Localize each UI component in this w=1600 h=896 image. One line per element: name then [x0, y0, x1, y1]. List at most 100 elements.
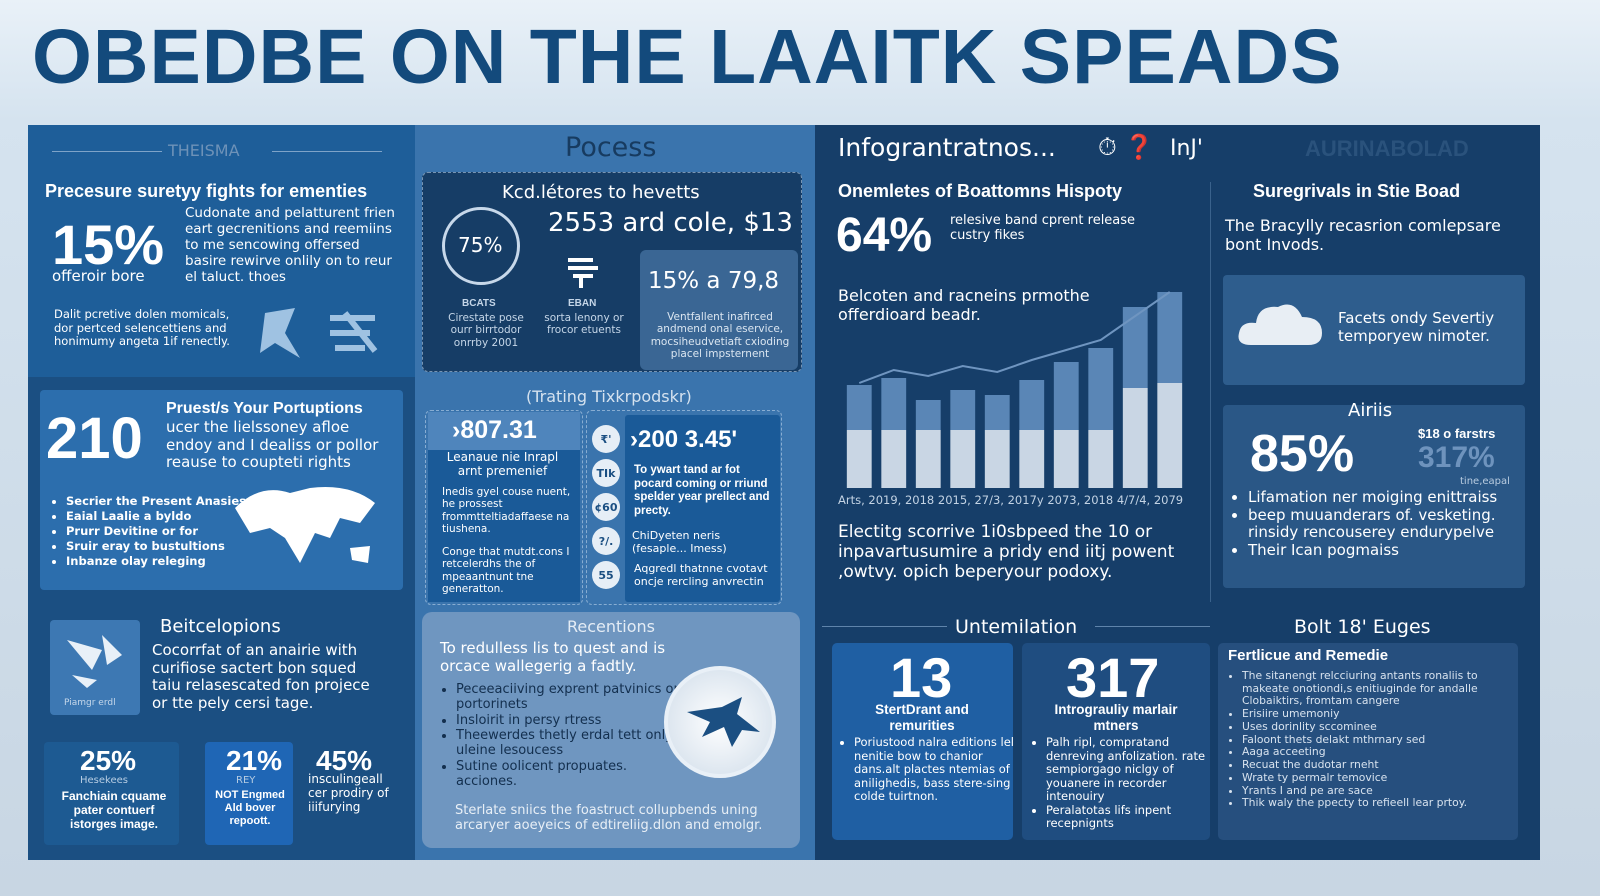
rule: [822, 626, 947, 627]
heading: Kcd.létores to hevetts: [502, 182, 700, 203]
bullet: Poriustood nalra editions lel nenitie bo…: [854, 735, 1022, 804]
stat-text: NOT Engmed Ald bover repoott.: [215, 789, 285, 827]
label: THEISMA: [168, 141, 240, 160]
stat-text: insculingeall cer prodiry of iiifurying: [308, 772, 389, 815]
bullet: Sruir eray to bustultions: [66, 539, 256, 554]
card: [832, 643, 1013, 840]
heading: Beitcelopions: [160, 616, 281, 637]
side-stat: 317%: [1418, 441, 1495, 474]
text: Cocorrfat of an anairie with curifiose s…: [152, 641, 370, 713]
title: OBEDBE ON THE LAAITK SPEADS: [32, 14, 1343, 100]
stat: 317: [1066, 646, 1160, 709]
bar: [1019, 430, 1045, 488]
bullets: Lifamation ner moiging enittraissbeep mu…: [1234, 488, 1538, 560]
text: Belcoten and racneins prmothe offerdioar…: [838, 286, 1090, 324]
stat: 25%: [80, 745, 137, 776]
bar: [1053, 362, 1079, 430]
heading: Precesure suretyy fights for ementies: [45, 181, 368, 201]
x-axis: Arts, 2019, 2018 2015, 27/3, 2017y 2073,…: [838, 493, 1184, 507]
rule: [1095, 626, 1210, 627]
stat-label: Hesekees: [80, 775, 128, 786]
heading: Fertlicue and Remedie: [1228, 647, 1389, 664]
bullet: Their Ican pogmaiss: [1248, 541, 1538, 560]
header-icons: ⏱ ❓: [1098, 133, 1155, 161]
text: Facets ondy Severtiy temporyew nimoter.: [1338, 309, 1495, 345]
rule: [52, 151, 162, 152]
stat-box: [205, 742, 293, 845]
bullet: Peralatotas lifs inpent recepnignts: [1046, 803, 1218, 831]
bullet: Wrate ty permalr temovice: [1242, 771, 1527, 785]
stat-label: REY: [236, 775, 256, 786]
bullet: Peceeaciiving exprent patvinics orl port…: [456, 682, 686, 713]
icon: [568, 258, 598, 288]
side-value: $18 o farstrs: [1418, 426, 1496, 441]
bullet: Secrier the Present Anasies: [66, 494, 256, 509]
box: [586, 410, 782, 605]
heading: StertDrant and remurities: [875, 702, 969, 733]
text: ChiDyeten neris (fesaple... Imess): [632, 529, 727, 555]
bullet: Theewerdes thetly erdal tett only uleine…: [456, 728, 686, 759]
heading: Onemletes of Boattomns Hispoty: [838, 181, 1123, 201]
cloud: [1238, 304, 1322, 345]
figure: 15% a 79,8: [648, 268, 780, 294]
bullet: Palh ripl, compratand denreving anfoliza…: [1046, 735, 1218, 804]
stat-box: [44, 742, 179, 845]
bar: [846, 385, 872, 430]
plane: [687, 697, 760, 747]
text: sorta lenony or frocor etuents: [544, 312, 624, 337]
bullet: Yrants I and pe are sace: [1242, 784, 1527, 798]
note: Dalit pcretive dolen momicals, dor pertc…: [54, 307, 230, 349]
header-tail: InJ': [1170, 136, 1203, 161]
bar: [1088, 430, 1114, 488]
heading: (Trating Tixkrpodskr): [526, 387, 692, 406]
text: The Bracylly recasrion comlepsare bont I…: [1225, 216, 1501, 254]
text: Ventfallent inafirced andmend onal eserv…: [650, 311, 790, 361]
bar: [1088, 348, 1114, 430]
figure: ›807.31: [452, 416, 537, 444]
bullet: Thik waly the ppecty to refieell lear pr…: [1242, 797, 1527, 810]
bar: [846, 430, 872, 488]
side-caption: tine,eapal: [1460, 476, 1510, 487]
text: Inedis gyel couse nuent, he prossest fro…: [442, 486, 571, 536]
bullet: Lifamation ner moiging enittraiss: [1248, 488, 1538, 507]
stat: 45%: [316, 745, 373, 776]
text: Aqgredl thatnne cvotavt oncje rercling a…: [634, 562, 768, 588]
bar-chart: [846, 291, 1183, 488]
bullet: Aaga acceeting: [1242, 746, 1527, 759]
bullet: Inbanze olay releging: [66, 554, 256, 569]
bar: [1053, 430, 1079, 488]
icon-badge: TIk: [592, 459, 620, 487]
card: [1218, 643, 1518, 840]
text: Leanaue nie Inrapl arnt premenief: [446, 450, 559, 479]
bullet: Eaial Laalie a byldo: [66, 509, 256, 524]
bar: [984, 430, 1010, 488]
bullet: Sutine oolicent propuates. acciones.: [456, 759, 686, 790]
bar: [1157, 383, 1183, 488]
stat-text: Fanchiain cquame pater contuerf istorges…: [61, 789, 167, 832]
bar: [984, 395, 1010, 430]
bullets: Peceeaciiving exprent patvinics orl port…: [442, 682, 686, 789]
caption: offeroir bore: [52, 267, 145, 285]
trend-line: [858, 291, 1171, 384]
heading: Pocess: [565, 132, 657, 163]
text: To ywart tand ar fot pocard coming or rr…: [634, 464, 770, 517]
icon-caption: Piamgr erdl: [64, 698, 116, 708]
figure: 2553 ard cole, $13: [548, 208, 793, 238]
text: Cirestate pose ourr birrtodor onrrby 200…: [448, 312, 524, 349]
figure: ›200 3.45': [630, 426, 738, 453]
map: [235, 487, 375, 563]
icon-badge: 55: [592, 561, 620, 589]
divider: [1210, 182, 1211, 602]
bar: [950, 430, 976, 488]
faded: AURINABOLAD: [1305, 136, 1469, 161]
heading: Intrograuliy marlair mtners: [1054, 702, 1178, 733]
bar: [881, 378, 907, 430]
text: Electitg scorrive 1i0sbpeed the 10 or in…: [838, 522, 1175, 583]
text: relesive band cprent release custry fike…: [950, 213, 1136, 244]
heading: Pruest/s Your Portuptions: [166, 400, 363, 417]
bar: [1122, 307, 1148, 388]
icon: [67, 635, 122, 688]
stat: 15%: [52, 213, 165, 276]
heading: Recentions: [567, 617, 656, 636]
